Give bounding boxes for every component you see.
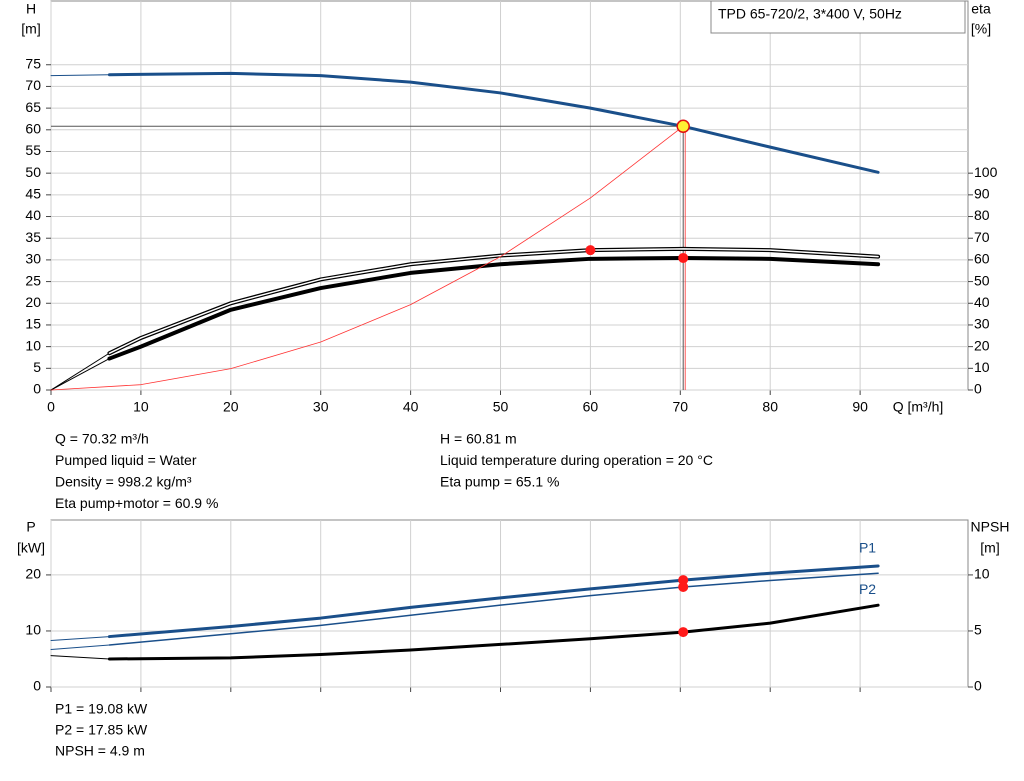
info-text: Density = 998.2 kg/m³ <box>55 474 192 490</box>
y-tick-label: 35 <box>25 229 41 245</box>
curve <box>107 71 880 174</box>
y2-axis-unit: [%] <box>971 21 991 37</box>
info-text: Eta pump = 65.1 % <box>440 474 559 490</box>
y-tick-label: 65 <box>25 99 41 115</box>
y-tick-label: 40 <box>25 207 41 223</box>
y-tick-label: 20 <box>25 294 41 310</box>
info-text: P1 = 19.08 kW <box>55 701 148 717</box>
curve <box>108 572 879 646</box>
y2-tick-label: 80 <box>974 207 990 223</box>
x-tick-label: 40 <box>403 399 419 415</box>
info-text: Pumped liquid = Water <box>55 452 197 468</box>
y2-axis-label: eta <box>971 1 991 17</box>
y-axis-label: P <box>26 519 35 535</box>
x-tick-label: 20 <box>223 399 239 415</box>
y2-tick-label: 90 <box>974 186 990 202</box>
curve-extension <box>50 644 110 650</box>
duty-dot <box>678 581 689 592</box>
legend-text: TPD 65-720/2, 3*400 V, 50Hz <box>718 6 902 22</box>
y-axis-unit: [m] <box>21 21 40 37</box>
x-tick-label: 90 <box>852 399 868 415</box>
y-tick-label: 10 <box>25 622 41 638</box>
x-tick-label: 30 <box>313 399 329 415</box>
curve <box>50 125 684 391</box>
y-tick-label: 60 <box>25 121 41 137</box>
y2-tick-label: 70 <box>974 229 990 245</box>
y2-tick-label: 0 <box>974 381 982 397</box>
x-axis-label: Q [m³/h] <box>893 399 944 415</box>
y2-tick-label: 100 <box>974 164 998 180</box>
info-text: Eta pump+motor = 60.9 % <box>55 495 218 511</box>
y2-tick-label: 5 <box>974 622 982 638</box>
series-label: P1 <box>859 540 876 556</box>
y2-tick-label: 0 <box>974 678 982 694</box>
curve-extension <box>50 636 110 641</box>
x-tick-label: 50 <box>493 399 509 415</box>
x-tick-label: 70 <box>673 399 689 415</box>
y-tick-label: 10 <box>25 337 41 353</box>
y2-tick-label: 20 <box>974 337 990 353</box>
x-tick-label: 0 <box>47 399 55 415</box>
curve-extension <box>50 74 110 77</box>
curve <box>107 564 880 639</box>
y2-tick-label: 10 <box>974 359 990 375</box>
y-tick-label: 0 <box>33 381 41 397</box>
y-tick-label: 45 <box>25 186 41 202</box>
duty-dot <box>678 627 689 638</box>
y-tick-label: 50 <box>25 164 41 180</box>
y-tick-label: 75 <box>25 55 41 71</box>
operating-point <box>676 119 690 134</box>
y2-tick-label: 60 <box>974 251 990 267</box>
curve <box>107 255 881 361</box>
y-tick-label: 30 <box>25 251 41 267</box>
x-tick-label: 10 <box>133 399 149 415</box>
y-tick-label: 5 <box>33 359 41 375</box>
info-text: Liquid temperature during operation = 20… <box>440 452 713 468</box>
plot-frame <box>50 0 969 391</box>
y-tick-label: 20 <box>25 566 41 582</box>
duty-dot <box>585 245 596 256</box>
curve-inner <box>108 248 879 354</box>
y-tick-label: 25 <box>25 272 41 288</box>
info-text: NPSH = 4.9 m <box>55 743 145 759</box>
y2-tick-label: 30 <box>974 316 990 332</box>
y2-tick-label: 10 <box>974 566 990 582</box>
curve-extension <box>50 655 110 660</box>
y-tick-label: 55 <box>25 142 41 158</box>
y-axis-unit: [kW] <box>17 540 45 556</box>
y-tick-label: 70 <box>25 77 41 93</box>
y2-axis-unit: [m] <box>980 540 999 556</box>
duty-dot <box>678 575 689 586</box>
curve-extension <box>50 358 110 391</box>
curve <box>107 603 880 661</box>
y2-tick-label: 40 <box>974 294 990 310</box>
y-tick-label: 15 <box>25 316 41 332</box>
legend-box <box>710 0 966 34</box>
series-label: P2 <box>859 581 876 597</box>
x-tick-label: 80 <box>762 399 778 415</box>
y-axis-label: H <box>26 1 36 17</box>
info-text: H = 60.81 m <box>440 431 517 447</box>
duty-dot <box>678 252 689 263</box>
curve-extension <box>50 352 110 391</box>
y2-tick-label: 50 <box>974 272 990 288</box>
y2-axis-label: NPSH <box>971 519 1010 535</box>
info-text: Q = 70.32 m³/h <box>55 431 149 447</box>
y-tick-label: 0 <box>33 678 41 694</box>
x-tick-label: 60 <box>583 399 599 415</box>
info-text: P2 = 17.85 kW <box>55 722 148 738</box>
